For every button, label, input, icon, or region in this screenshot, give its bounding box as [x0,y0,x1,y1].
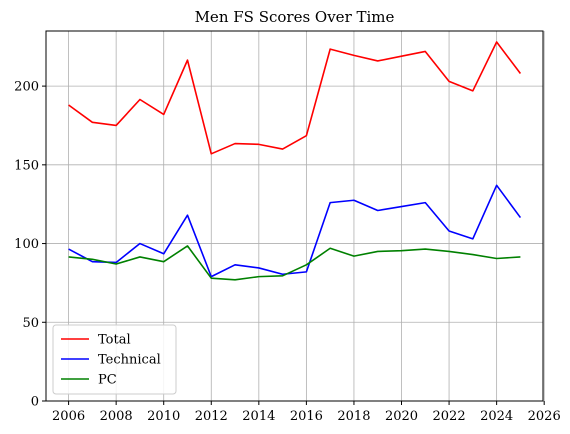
y-tick-label: 50 [22,316,39,331]
x-tick-label: 2018 [337,409,370,424]
y-tick-label: 200 [14,80,39,95]
x-tick-label: 2012 [195,409,228,424]
y-tick-label: 0 [31,395,39,410]
legend-box [52,324,177,395]
y-tick-label: 150 [14,158,39,173]
x-tick-label: 2016 [290,409,323,424]
x-tick-label: 2010 [147,409,180,424]
x-tick-label: 2020 [385,409,418,424]
plot-area-frame [45,30,544,402]
x-tick-label: 2022 [433,409,466,424]
legend-label-total: Total [98,333,131,348]
series-line-pc [68,245,521,281]
x-tick-label: 2024 [480,409,513,424]
x-tick-label: 2006 [52,409,85,424]
x-tick-label: 2008 [100,409,133,424]
series-line-total [68,41,522,155]
legend: Total Technical PC [52,324,177,395]
series-lines [68,41,522,281]
y-tick-label: 100 [14,237,39,252]
x-tick-label: 2026 [528,409,561,424]
chart-title: Men FS Scores Over Time [195,8,395,26]
legend-label-pc: PC [98,373,117,388]
legend-label-technical: Technical [98,353,161,368]
x-tick-label: 2014 [242,409,275,424]
series-line-technical [68,184,522,278]
axis-ticks: 2006 2008 2010 2012 2014 2016 2018 2020 2022 2024… [14,80,561,424]
